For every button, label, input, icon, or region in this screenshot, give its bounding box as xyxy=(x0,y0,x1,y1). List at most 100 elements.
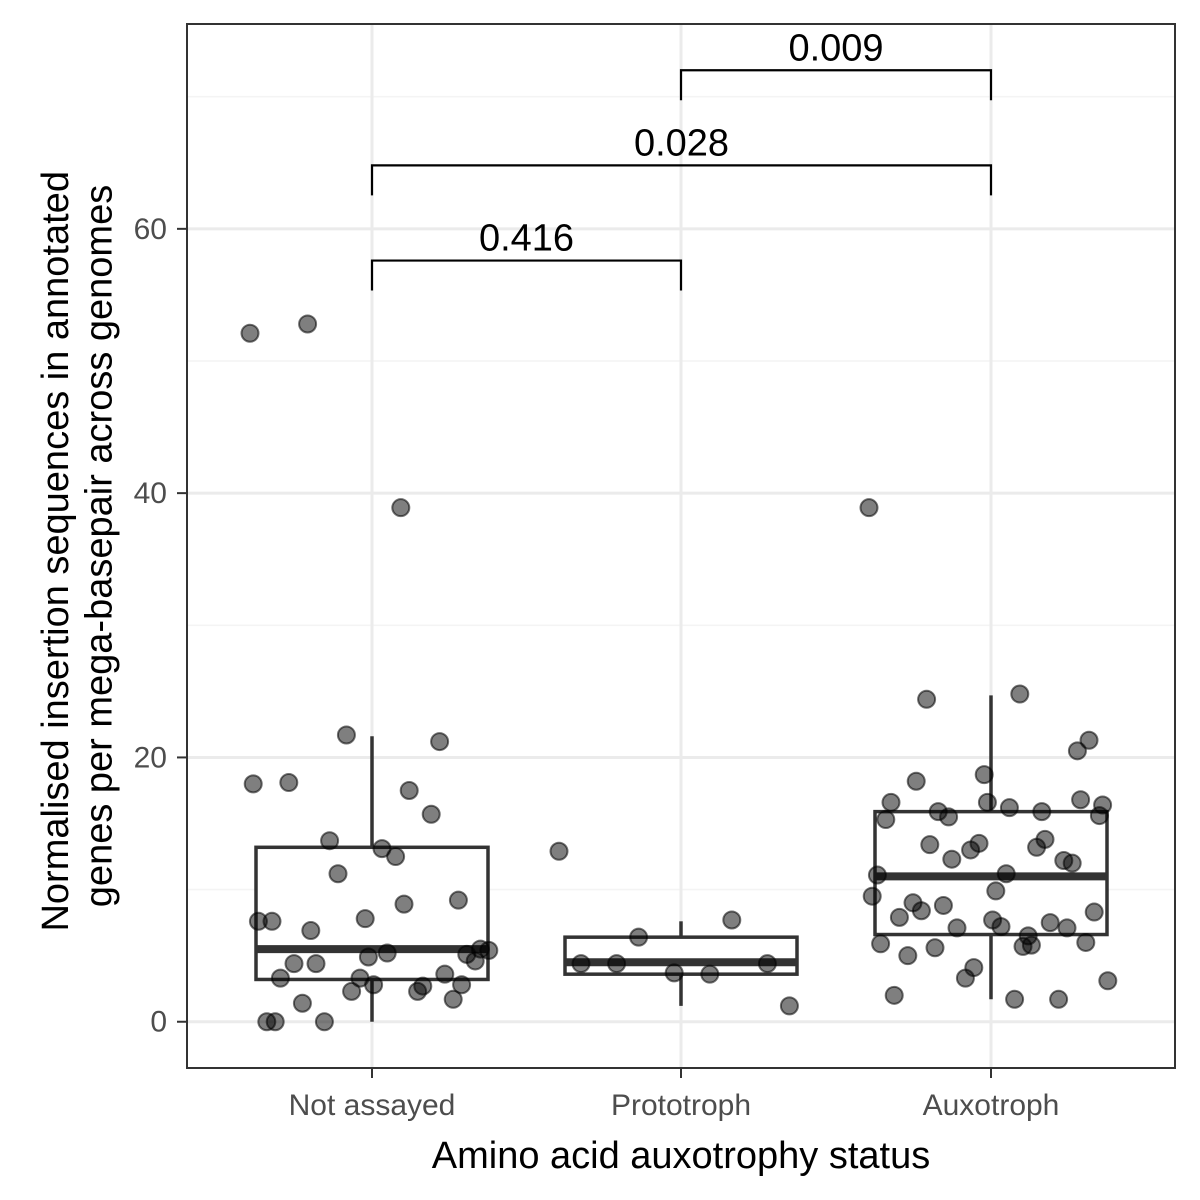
data-point xyxy=(920,835,940,855)
data-point xyxy=(279,773,299,793)
data-point xyxy=(986,881,1006,901)
data-point xyxy=(991,917,1011,937)
data-point xyxy=(1067,741,1087,761)
data-point xyxy=(270,968,290,988)
data-point xyxy=(298,314,318,334)
data-point xyxy=(664,963,684,983)
data-point xyxy=(969,833,989,853)
data-point xyxy=(448,890,468,910)
data-point xyxy=(996,864,1016,884)
bracket-line xyxy=(370,259,683,291)
data-point xyxy=(925,938,945,958)
comparison-bracket: 0.009 xyxy=(679,27,993,101)
data-point xyxy=(898,946,918,966)
comparison-bracket: 0.028 xyxy=(370,122,993,196)
y-tick-label: 40 xyxy=(134,477,167,510)
data-point xyxy=(399,780,419,800)
data-point xyxy=(629,927,649,947)
data-point xyxy=(314,1012,334,1032)
bracket-line xyxy=(679,69,993,101)
data-point xyxy=(1049,989,1069,1009)
bracket-line xyxy=(370,164,993,196)
data-point xyxy=(1040,913,1060,933)
y-axis-title-line-1: Normalised insertion sequences in annota… xyxy=(35,171,77,931)
data-point xyxy=(871,934,891,954)
comparison-brackets: 0.416 0.028 0.009 xyxy=(370,27,993,291)
data-point xyxy=(328,864,348,884)
data-point xyxy=(977,792,997,812)
y-tick-label: 60 xyxy=(134,213,167,246)
data-point xyxy=(372,839,392,859)
data-point xyxy=(1079,730,1099,750)
data-point xyxy=(1035,829,1055,849)
data-point xyxy=(394,894,414,914)
data-point xyxy=(876,810,896,830)
data-point xyxy=(889,907,909,927)
data-point xyxy=(722,910,742,930)
data-point xyxy=(301,921,321,941)
data-point xyxy=(1010,684,1030,704)
y-tick-label: 0 xyxy=(150,1006,167,1039)
x-tick-label: Prototroph xyxy=(611,1089,751,1122)
data-point xyxy=(465,951,485,971)
data-point xyxy=(859,498,879,518)
data-point xyxy=(928,802,948,822)
data-point xyxy=(1032,802,1052,822)
p-value-label: 0.009 xyxy=(788,27,883,69)
data-point xyxy=(355,909,375,929)
data-point xyxy=(430,732,450,752)
data-point xyxy=(779,996,799,1016)
axes: 0 20 40 60 Not assayed Prototroph Auxotroph xyxy=(134,213,1060,1122)
data-point xyxy=(248,911,268,931)
data-point xyxy=(549,841,569,861)
data-point xyxy=(306,954,326,974)
data-point xyxy=(906,771,926,791)
p-value-label: 0.416 xyxy=(479,218,574,260)
data-point xyxy=(350,968,370,988)
data-point xyxy=(867,865,887,885)
data-point xyxy=(942,849,962,869)
data-point xyxy=(999,798,1019,818)
data-point xyxy=(1093,795,1113,815)
data-point xyxy=(757,954,777,974)
data-point xyxy=(917,689,937,709)
y-axis-title-line-2: genes per mega-basepair across genomes xyxy=(79,185,121,907)
data-point xyxy=(1071,790,1091,810)
data-point xyxy=(265,1012,285,1032)
data-point xyxy=(452,975,472,995)
data-point xyxy=(243,774,263,794)
jitter-points xyxy=(240,314,1118,1032)
data-point xyxy=(884,985,904,1005)
data-point xyxy=(881,792,901,812)
data-point xyxy=(342,981,362,1001)
comparison-bracket: 0.416 xyxy=(370,218,683,291)
x-axis-title: Amino acid auxotrophy status xyxy=(432,1135,931,1177)
data-point xyxy=(607,954,627,974)
data-point xyxy=(911,901,931,921)
data-point xyxy=(443,989,463,1009)
data-point xyxy=(479,940,499,960)
data-point xyxy=(1098,971,1118,991)
data-point xyxy=(408,981,428,1001)
y-tick-label: 20 xyxy=(134,741,167,774)
data-point xyxy=(700,964,720,984)
data-point xyxy=(377,943,397,963)
data-point xyxy=(1062,853,1082,873)
x-tick-label: Not assayed xyxy=(289,1089,456,1122)
data-point xyxy=(336,725,356,745)
p-value-label: 0.028 xyxy=(634,122,729,164)
data-point xyxy=(320,831,340,851)
data-point xyxy=(947,918,967,938)
data-point xyxy=(974,765,994,785)
data-point xyxy=(933,895,953,915)
data-point xyxy=(240,323,260,343)
data-point xyxy=(1005,989,1025,1009)
y-axis-title: Normalised insertion sequences in annota… xyxy=(35,160,121,931)
data-point xyxy=(292,993,312,1013)
data-point xyxy=(1084,902,1104,922)
data-point xyxy=(571,954,591,974)
data-point xyxy=(284,954,304,974)
data-point xyxy=(391,498,411,518)
